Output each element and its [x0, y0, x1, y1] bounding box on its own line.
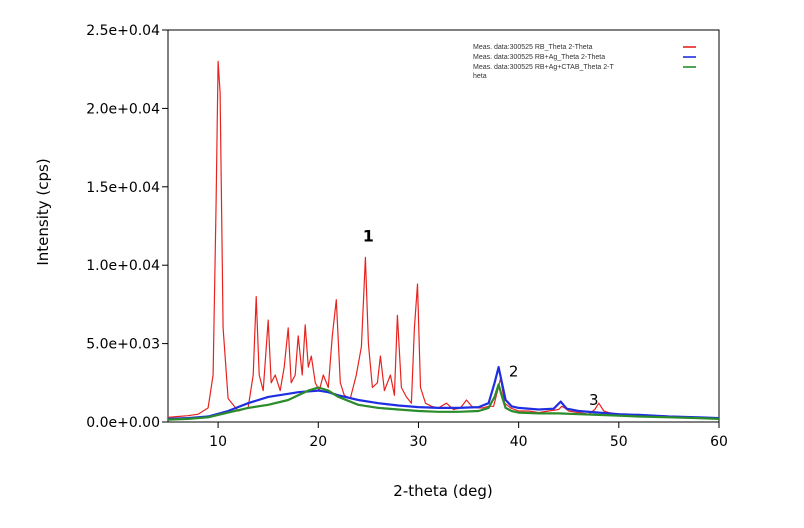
x-tick-label: 10 — [209, 434, 227, 450]
legend: Meas. data:300525 RB_Theta 2-Theta Meas. … — [473, 44, 696, 80]
y-axis: 0.0e+0.00 5.0e+0.03 1.0e+0.04 1.5e+0.04 2.0e… — [86, 23, 168, 431]
y-axis-title: Intensity (cps) — [34, 158, 52, 265]
y-tick-label: 0.0e+0.00 — [86, 415, 160, 431]
series-rb-ag-line — [167, 366, 720, 420]
series-rb-line — [167, 60, 720, 419]
legend-entry-wrap: heta — [473, 73, 487, 80]
plot-frame — [167, 29, 720, 423]
peak-label: 2 — [509, 363, 519, 381]
x-tick-label: 40 — [510, 434, 528, 450]
x-tick-label: 30 — [410, 434, 428, 450]
y-tick-label: 2.5e+0.04 — [86, 23, 160, 39]
legend-entry-label: Meas. data:300525 RB_Theta 2-Theta — [473, 44, 593, 51]
x-axis-title: 2-theta (deg) — [393, 482, 492, 500]
x-tick-label: 50 — [610, 434, 628, 450]
peak-label: 3 — [589, 391, 599, 409]
x-tick-label: 60 — [710, 434, 728, 450]
series-layer — [167, 60, 720, 421]
series-rb-ag-ctab-line — [167, 383, 720, 421]
x-axis: 10 20 30 40 50 60 — [209, 422, 728, 450]
legend-entry-label: Meas. data:300525 RB+Ag+CTAB_Theta 2-T — [473, 64, 614, 71]
annotations: 1 2 3 — [363, 227, 599, 409]
x-tick-label: 20 — [309, 434, 327, 450]
y-tick-label: 2.0e+0.04 — [86, 101, 160, 117]
y-tick-label: 5.0e+0.03 — [86, 337, 160, 353]
y-tick-label: 1.5e+0.04 — [86, 180, 160, 196]
legend-entry-label: Meas. data:300525 RB+Ag_Theta 2-Theta — [473, 54, 605, 61]
peak-label: 1 — [363, 227, 374, 246]
y-tick-label: 1.0e+0.04 — [86, 258, 160, 274]
